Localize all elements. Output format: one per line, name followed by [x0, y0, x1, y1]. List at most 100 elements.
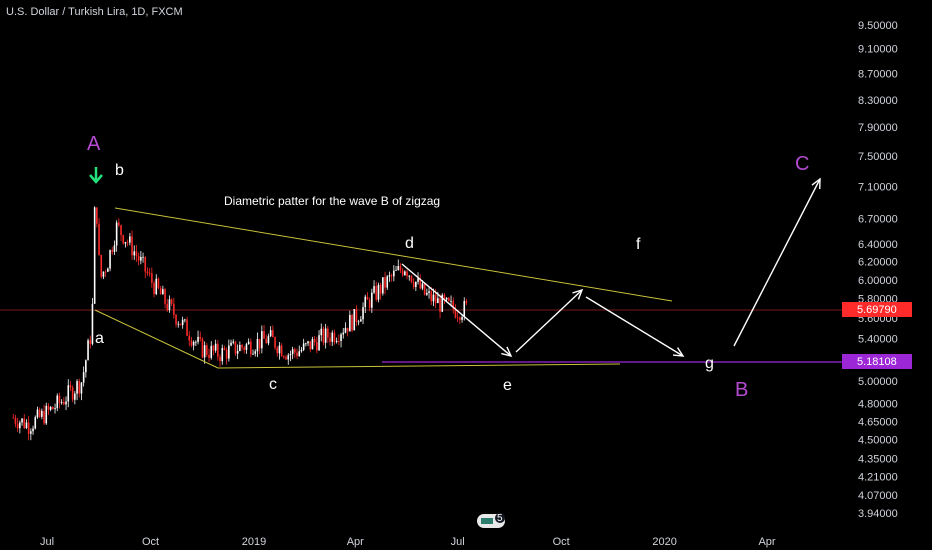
candle	[203, 345, 206, 358]
wave-label-C[interactable]: C	[795, 153, 809, 175]
candle	[320, 328, 323, 336]
candle	[342, 332, 345, 335]
level-badge: 5.18108	[842, 354, 912, 369]
candle	[177, 323, 180, 325]
candle	[291, 349, 294, 355]
candle	[289, 354, 292, 356]
candle	[353, 309, 356, 331]
wave-label-b[interactable]: b	[115, 162, 124, 179]
pattern-annotation[interactable]: Diametric patter for the wave B of zigza…	[224, 194, 440, 208]
candle	[71, 387, 74, 400]
wave-label-d[interactable]: d	[405, 235, 414, 252]
y-tick-label: 8.70000	[858, 69, 898, 81]
candle	[107, 268, 109, 272]
candle	[78, 381, 81, 394]
wave-label-g[interactable]: g	[705, 355, 714, 372]
candle	[454, 309, 457, 318]
candle	[126, 242, 129, 243]
candle	[188, 335, 191, 341]
candle	[448, 297, 450, 301]
candle	[219, 356, 221, 362]
candle	[85, 360, 87, 373]
candle	[67, 385, 70, 402]
chart-title: U.S. Dollar / Turkish Lira, 1D, FXCM	[6, 6, 183, 18]
candle	[230, 342, 232, 346]
y-tick-label: 7.10000	[858, 181, 898, 193]
candle	[151, 273, 153, 283]
candle	[190, 340, 193, 346]
wave-label-f[interactable]: f	[636, 236, 641, 253]
candle	[41, 410, 43, 417]
candle	[417, 278, 419, 282]
candle	[322, 328, 325, 343]
candle	[338, 341, 340, 342]
candle	[159, 288, 162, 295]
candle	[65, 401, 67, 405]
candle	[157, 278, 160, 289]
last-price-value: 5.69790	[857, 304, 897, 316]
candle	[239, 345, 241, 351]
candle	[76, 381, 78, 394]
candle	[87, 340, 89, 361]
x-tick-label: Jul	[40, 536, 54, 548]
candle	[98, 223, 100, 255]
x-tick-label: Jul	[451, 536, 465, 548]
candle	[146, 271, 149, 274]
candle	[27, 422, 30, 434]
candle	[294, 349, 296, 353]
wave-label-e[interactable]: e	[503, 377, 512, 394]
candle	[250, 341, 252, 355]
candle	[276, 347, 279, 354]
candle	[368, 299, 371, 308]
candle	[54, 408, 56, 410]
y-tick-label: 6.20000	[858, 257, 898, 269]
candle	[419, 278, 422, 289]
candle	[175, 314, 177, 325]
candle	[360, 319, 362, 322]
wave-label-a[interactable]: a	[95, 330, 104, 347]
candle	[256, 338, 259, 352]
candle	[168, 299, 171, 311]
candle	[406, 271, 408, 277]
candle	[96, 207, 98, 224]
candle	[223, 348, 226, 350]
upper-trendline	[114, 207, 673, 302]
candle	[349, 315, 351, 332]
candle	[463, 301, 466, 318]
y-tick-label: 4.35000	[858, 453, 898, 465]
wave-label-c[interactable]: c	[269, 376, 277, 393]
candle	[16, 423, 19, 429]
candle	[104, 271, 107, 273]
candle	[179, 323, 182, 326]
candle	[329, 337, 331, 342]
candle	[428, 291, 430, 293]
candle	[74, 393, 76, 400]
lower-trendline	[217, 363, 621, 369]
tradingview-logo[interactable]: 5	[477, 513, 505, 528]
candle	[313, 339, 316, 343]
wave-label-A[interactable]: A	[87, 133, 101, 155]
candle	[441, 294, 444, 312]
candle	[166, 303, 169, 311]
candle	[327, 328, 329, 338]
candle	[56, 395, 59, 409]
candle	[49, 406, 52, 410]
candle	[113, 245, 116, 252]
candle	[386, 276, 389, 288]
candle	[148, 273, 151, 275]
candles-layer	[12, 206, 468, 441]
candle	[181, 319, 184, 326]
candle	[437, 298, 439, 304]
candle	[432, 294, 435, 302]
candle	[382, 277, 384, 294]
candle	[102, 271, 105, 277]
candle	[124, 242, 127, 244]
candle	[228, 345, 230, 359]
y-tick-label: 5.40000	[858, 333, 898, 345]
candle	[115, 222, 118, 246]
candle	[298, 351, 301, 357]
wave-label-B[interactable]: B	[735, 379, 748, 401]
candle	[415, 281, 417, 288]
